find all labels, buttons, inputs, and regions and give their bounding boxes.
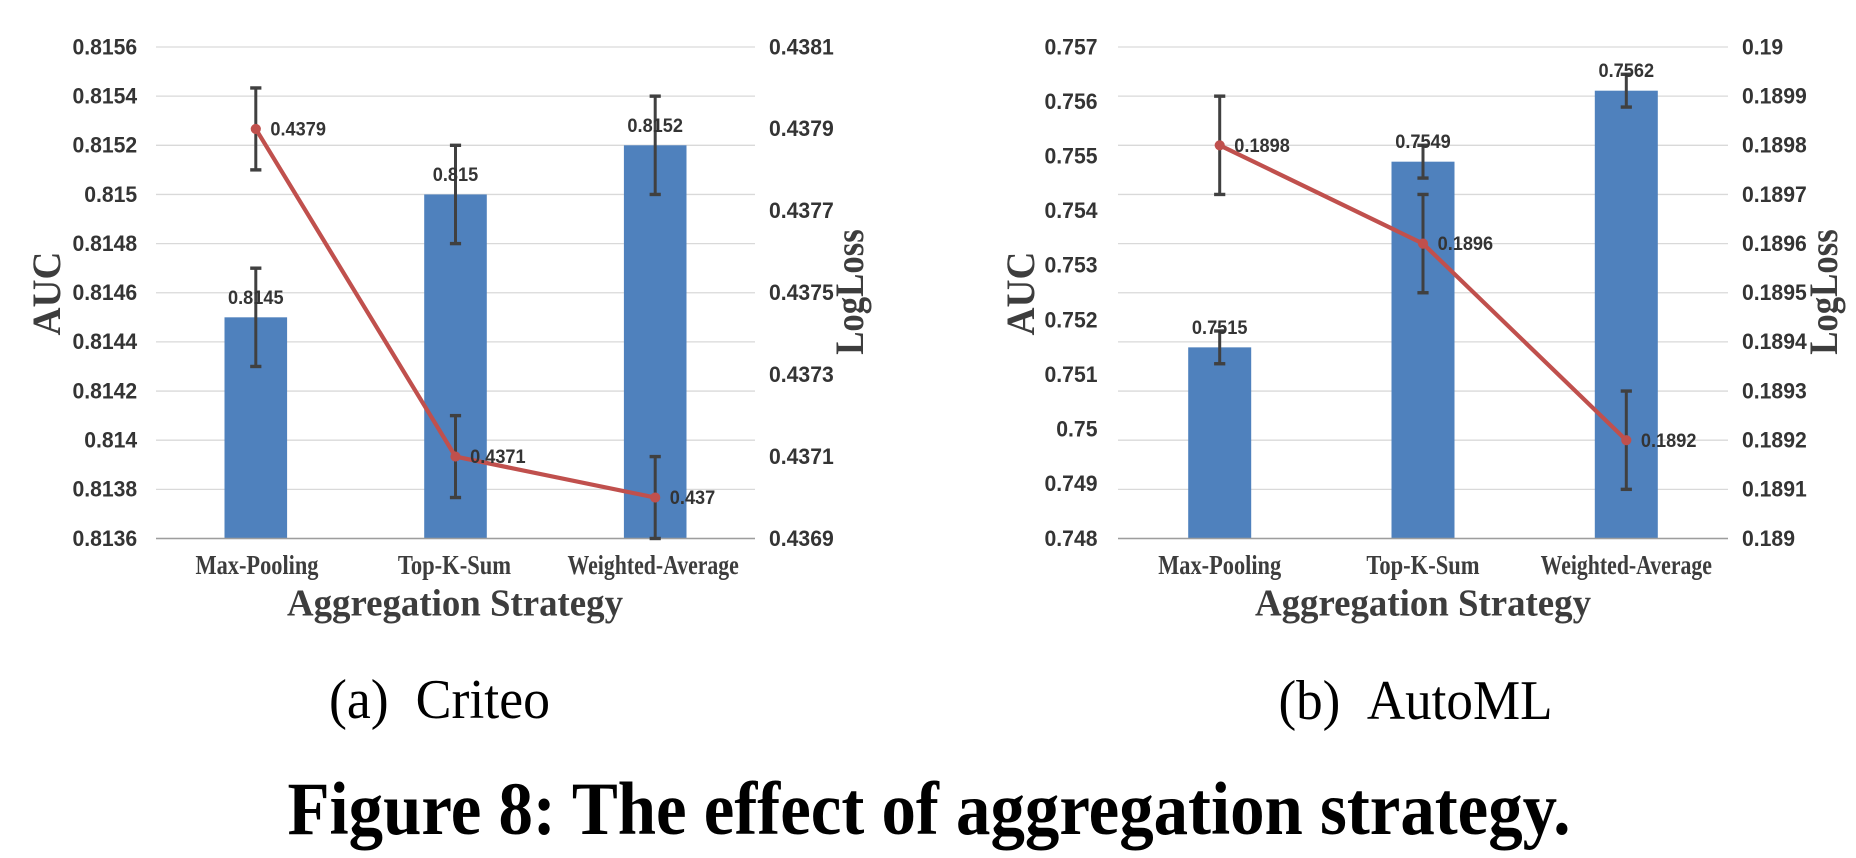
svg-text:0.4379: 0.4379 [769,116,834,141]
svg-text:0.4371: 0.4371 [470,446,526,468]
svg-text:0.4369: 0.4369 [769,526,834,551]
svg-text:0.815: 0.815 [433,164,479,186]
svg-text:0.4377: 0.4377 [769,198,834,223]
svg-text:0.8145: 0.8145 [228,287,284,309]
svg-text:0.1892: 0.1892 [1742,428,1807,453]
svg-text:(b) AutoML: (b) AutoML [1279,670,1553,732]
svg-text:0.8156: 0.8156 [72,34,137,59]
svg-text:Top-K-Sum: Top-K-Sum [398,550,512,580]
svg-text:0.1898: 0.1898 [1742,133,1807,158]
svg-text:0.19: 0.19 [1742,34,1783,59]
svg-text:0.748: 0.748 [1045,526,1098,551]
svg-text:0.7515: 0.7515 [1192,317,1248,339]
svg-text:(a) Criteo: (a) Criteo [329,669,550,731]
svg-text:LogLoss: LogLoss [827,229,872,355]
svg-text:0.4379: 0.4379 [270,119,326,141]
svg-text:0.8136: 0.8136 [72,526,137,551]
svg-text:AUC: AUC [998,252,1043,336]
svg-text:0.1899: 0.1899 [1742,83,1807,108]
svg-text:0.754: 0.754 [1045,198,1099,223]
svg-text:Aggregation Strategy: Aggregation Strategy [287,583,623,625]
svg-text:0.189: 0.189 [1742,526,1795,551]
svg-text:0.8146: 0.8146 [72,280,137,305]
svg-text:0.1898: 0.1898 [1234,135,1290,157]
svg-text:0.8142: 0.8142 [72,378,137,403]
svg-text:0.755: 0.755 [1045,144,1098,169]
svg-text:Weighted-Average: Weighted-Average [568,550,739,580]
svg-text:Weighted-Average: Weighted-Average [1541,550,1712,580]
svg-text:0.753: 0.753 [1045,253,1098,278]
svg-text:0.4373: 0.4373 [769,362,834,387]
svg-text:0.7562: 0.7562 [1599,60,1655,82]
svg-text:0.751: 0.751 [1045,362,1098,387]
svg-text:0.437: 0.437 [670,487,715,509]
svg-text:0.756: 0.756 [1045,89,1098,114]
svg-text:0.815: 0.815 [84,182,137,207]
svg-text:0.1894: 0.1894 [1742,329,1807,354]
svg-text:0.757: 0.757 [1045,34,1098,59]
svg-text:0.1896: 0.1896 [1438,233,1494,255]
svg-text:0.1892: 0.1892 [1641,430,1697,452]
svg-text:0.7549: 0.7549 [1395,131,1451,153]
svg-text:0.8152: 0.8152 [72,133,137,158]
svg-text:0.4375: 0.4375 [769,280,834,305]
svg-text:Top-K-Sum: Top-K-Sum [1366,550,1480,580]
svg-text:0.752: 0.752 [1045,307,1098,332]
svg-text:0.75: 0.75 [1056,417,1097,442]
svg-text:0.1897: 0.1897 [1742,182,1807,207]
svg-text:Figure 8: The effect of aggreg: Figure 8: The effect of aggregation stra… [288,768,1571,851]
svg-text:0.749: 0.749 [1045,471,1098,496]
svg-text:0.1891: 0.1891 [1742,477,1807,502]
svg-text:0.4381: 0.4381 [769,34,834,59]
svg-text:0.8144: 0.8144 [72,329,137,354]
svg-text:0.4371: 0.4371 [769,444,834,469]
svg-text:0.1895: 0.1895 [1742,280,1807,305]
svg-text:AUC: AUC [24,252,69,336]
svg-text:0.1896: 0.1896 [1742,231,1807,256]
svg-text:0.8148: 0.8148 [72,231,137,256]
svg-text:LogLoss: LogLoss [1801,229,1846,355]
svg-text:0.8138: 0.8138 [72,477,137,502]
svg-text:Aggregation Strategy: Aggregation Strategy [1255,583,1591,625]
svg-text:0.1893: 0.1893 [1742,378,1807,403]
svg-text:Max-Pooling: Max-Pooling [1158,550,1281,580]
svg-text:0.8152: 0.8152 [627,115,683,137]
svg-text:Max-Pooling: Max-Pooling [196,550,319,580]
svg-text:0.814: 0.814 [84,428,138,453]
svg-text:0.8154: 0.8154 [72,83,137,108]
